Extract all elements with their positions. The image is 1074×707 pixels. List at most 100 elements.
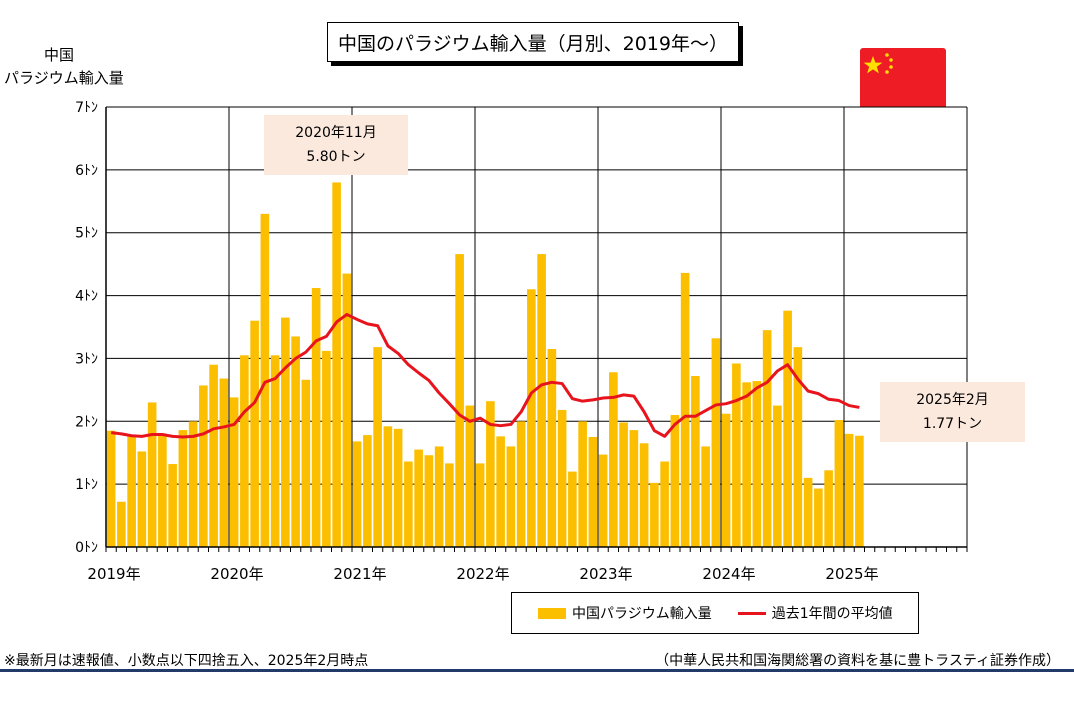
bar <box>844 433 854 547</box>
bar <box>701 446 710 547</box>
source-note: （中華人民共和国海関総署の資料を基に豊トラスティ証券作成） <box>655 653 1060 669</box>
bar <box>680 272 690 547</box>
bar <box>127 436 136 547</box>
y-tick-label: 0ﾄﾝ <box>75 540 98 556</box>
bar <box>609 372 618 547</box>
x-tick-label: 2020年 <box>210 565 263 583</box>
bar <box>352 441 362 547</box>
y-tick-label: 3ﾄﾝ <box>75 351 98 367</box>
bar <box>855 435 864 547</box>
bar <box>414 449 423 547</box>
callout-latest: 2025年2月 1.77トン <box>880 382 1025 442</box>
bar <box>373 347 382 547</box>
bar <box>106 430 116 547</box>
bar <box>670 415 680 547</box>
bar <box>383 426 393 547</box>
x-tick-label: 2019年 <box>87 565 140 583</box>
y-axis-label-line2: パラジウム輸入量 <box>4 69 124 87</box>
legend-bar-swatch <box>538 607 566 619</box>
bar <box>588 437 598 547</box>
average-line <box>110 312 860 439</box>
callout-peak-date: 2020年11月 <box>295 125 377 141</box>
bar <box>322 350 331 547</box>
x-tick-label: 2021年 <box>333 565 386 583</box>
x-tick-label: 2025年 <box>825 565 878 583</box>
bar <box>332 182 341 547</box>
bar <box>250 320 259 547</box>
bar <box>445 463 454 547</box>
y-tick-label: 6ﾄﾝ <box>75 163 98 179</box>
bar <box>147 402 157 547</box>
bar <box>219 378 229 547</box>
x-tick-label: 2022年 <box>456 565 509 583</box>
footnote: ※最新月は速報値、小数点以下四捨五入、2025年2月時点 <box>4 653 369 669</box>
bar <box>824 470 833 547</box>
bar <box>137 451 147 547</box>
bar <box>342 273 352 547</box>
bar <box>270 355 280 547</box>
bar <box>209 364 218 547</box>
x-tick-label: 2024年 <box>702 565 755 583</box>
callout-latest-value: 1.77トン <box>922 416 983 432</box>
bar <box>711 338 721 547</box>
bar <box>240 355 249 547</box>
bottom-divider <box>0 669 1074 672</box>
plot-area <box>106 107 967 547</box>
bar <box>752 381 762 547</box>
y-tick-label: 2ﾄﾝ <box>75 414 98 430</box>
bar <box>516 421 526 547</box>
bar <box>650 482 659 547</box>
y-axis-label-line1: 中国 <box>44 46 75 64</box>
bar <box>486 401 495 547</box>
bar <box>301 379 311 547</box>
x-tick-label: 2023年 <box>579 565 632 583</box>
bar <box>793 347 803 547</box>
bar <box>363 435 372 547</box>
bar <box>691 376 700 547</box>
bar <box>455 254 464 548</box>
bar <box>158 435 167 547</box>
bar <box>547 349 557 547</box>
callout-peak: 2020年11月 5.80トン <box>264 115 408 175</box>
callout-latest-date: 2025年2月 <box>916 392 989 408</box>
callout-peak-value: 5.80トン <box>306 149 366 165</box>
bar <box>732 363 741 547</box>
legend-line-label: 過去1年間の平均値 <box>771 606 893 622</box>
y-tick-label: 4ﾄﾝ <box>75 289 98 305</box>
chart-legend: 中国パラジウム輸入量 過去1年間の平均値 <box>511 592 919 634</box>
bar <box>619 422 628 547</box>
chart-title: 中国のパラジウム輸入量（月別、2019年～） <box>327 22 739 62</box>
bar <box>598 454 608 547</box>
legend-bar-label: 中国パラジウム輸入量 <box>572 606 712 622</box>
bar <box>660 461 669 547</box>
bar <box>475 463 485 547</box>
bar <box>557 409 567 547</box>
china-flag-stars <box>863 53 893 74</box>
china-flag-icon <box>860 48 946 110</box>
bar <box>434 446 444 547</box>
y-tick-label: 1ﾄﾝ <box>75 477 98 493</box>
bar <box>404 461 413 547</box>
bar <box>393 428 403 547</box>
bar <box>814 488 823 547</box>
bar <box>578 421 587 547</box>
y-tick-label: 7ﾄﾝ <box>75 100 98 116</box>
bar <box>229 397 239 547</box>
bar <box>291 336 300 547</box>
bar <box>773 405 782 547</box>
bar <box>178 430 188 547</box>
bar <box>834 420 844 547</box>
bar <box>803 477 813 547</box>
bar <box>260 213 270 547</box>
bar <box>281 317 290 547</box>
bar <box>537 254 546 548</box>
bar <box>639 443 649 547</box>
bar <box>199 385 208 547</box>
bar <box>527 289 536 547</box>
bar <box>762 330 772 547</box>
bar <box>496 436 505 547</box>
bar <box>188 421 198 547</box>
legend-line-swatch <box>737 611 766 615</box>
